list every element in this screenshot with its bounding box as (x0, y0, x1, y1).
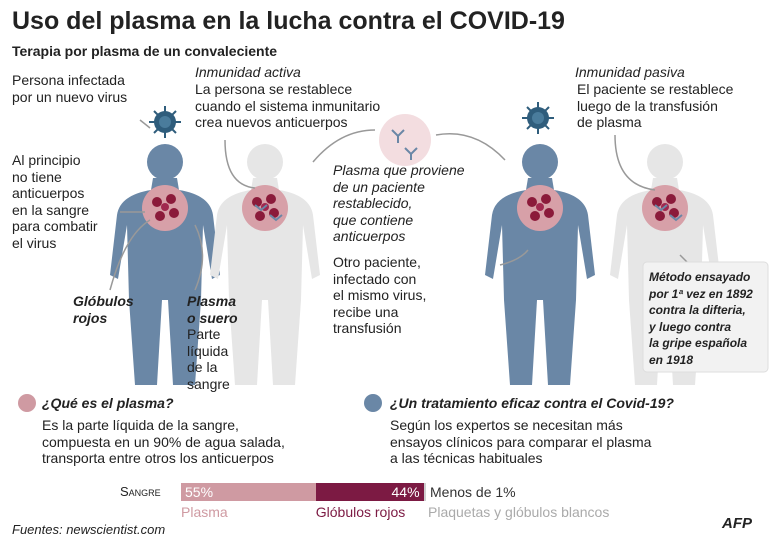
text-line: rojos (73, 309, 108, 326)
text-line: el mismo virus, (333, 287, 427, 303)
text-line: o suero (187, 309, 238, 326)
text-line: cuando el sistema inmunitario (195, 97, 381, 114)
active-heading: Inmunidad activa (195, 64, 301, 80)
active-text: La persona se restablece cuando el sistem… (195, 81, 380, 131)
plasma-desc: Parte líquida de la sangre (187, 326, 230, 392)
text-line: Plasma que proviene (333, 162, 465, 178)
text-line: El paciente se restablece (577, 81, 734, 97)
treatment-text: Según los expertos se necesitan más ensay… (390, 417, 651, 467)
text-line: recibe una (333, 303, 399, 320)
text-line: que contiene (333, 211, 414, 228)
bar-segment (423, 483, 426, 501)
text-line: transporta entre otros los anticuerpos (42, 450, 274, 466)
logo: AFP (722, 515, 752, 532)
passive-text: El paciente se restablece luego de la tra… (577, 81, 733, 131)
text-line: Parte (187, 326, 221, 342)
text-line: Según los expertos se necesitan más (390, 417, 623, 433)
text-line: para combatir (12, 218, 98, 234)
what-is-text: Es la parte líquida de la sangre, compues… (42, 417, 285, 467)
text-line: Es la parte líquida de la sangre, (42, 417, 239, 433)
segment-name: Plaquetas y glóbulos blancos (428, 504, 610, 520)
value-label: 55% (185, 484, 214, 500)
method-note: Método ensayado por 1ª vez en 1892 contra … (649, 269, 753, 368)
value-label: Menos de 1% (430, 484, 516, 500)
segment-name: Plasma (181, 504, 228, 520)
text-line: infectado con (333, 270, 417, 287)
what-is-heading: ¿Qué es el plasma? (42, 395, 174, 411)
text-line: luego de la transfusión (577, 97, 718, 114)
text-line: el virus (12, 234, 57, 251)
text-line: de un paciente (333, 178, 425, 195)
text-line: La persona se restablece (195, 81, 353, 97)
bar-segment (181, 483, 316, 501)
text-line: no tiene (12, 168, 62, 185)
text-line: compuesta en un 90% de agua salada, (42, 433, 285, 450)
value-label: 44% (391, 484, 420, 500)
text-line: anticuerpos (12, 185, 85, 201)
other-patient-text: Otro paciente, infectado con el mismo viru… (333, 254, 426, 337)
plasma-from-text: Plasma que proviene de un paciente restabl… (333, 162, 465, 245)
composition-label: Sangre (120, 484, 161, 499)
text-line: de la (187, 359, 218, 375)
infected-text: Persona infectada por un nuevo virus (12, 72, 127, 105)
text-line: por 1ª vez en 1892 (649, 286, 753, 301)
red-cells-label: Glóbulos rojos (73, 293, 134, 326)
title: Uso del plasma en la lucha contra el COV… (12, 7, 565, 35)
text-line: en la sangre (12, 201, 90, 218)
text-line: restablecido, (333, 195, 413, 211)
text-line: Otro paciente, (333, 254, 421, 270)
text-line: contra la difteria, (649, 303, 746, 317)
plasma-label: Plasma o suero (187, 293, 238, 326)
text-line: Método ensayado (649, 270, 751, 284)
text-line: de plasma (577, 114, 642, 130)
text-line: transfusión (333, 320, 402, 336)
text-line: en 1918 (649, 352, 694, 367)
text-line: Al principio (12, 152, 81, 168)
text-line: sangre (187, 375, 230, 392)
text-line: Persona infectada (12, 72, 125, 88)
text-line: por un nuevo virus (12, 88, 128, 105)
treatment-heading: ¿Un tratamiento eficaz contra el Covid-1… (390, 395, 674, 411)
text-line: crea nuevos anticuerpos (195, 114, 348, 130)
text-line: líquida (187, 342, 229, 359)
text-line: y luego contra (649, 319, 732, 334)
text-line: anticuerpos (333, 228, 406, 244)
passive-heading: Inmunidad pasiva (575, 64, 685, 80)
bar-segment (315, 483, 424, 501)
text-line: a las técnicas habituales (390, 450, 543, 466)
source: Fuentes: newscientist.com (12, 522, 166, 537)
text-line: Glóbulos (73, 293, 134, 309)
segment-name: Glóbulos rojos (315, 504, 406, 520)
text-line: la gripe española (649, 336, 748, 350)
subtitle: Terapia por plasma de un convaleciente (12, 43, 278, 59)
initially-text: Al principio no tiene anticuerpos en la san… (12, 152, 98, 251)
text-line: ensayos clínicos para comparar el plasma (390, 433, 652, 450)
text-line: Plasma (187, 293, 237, 309)
